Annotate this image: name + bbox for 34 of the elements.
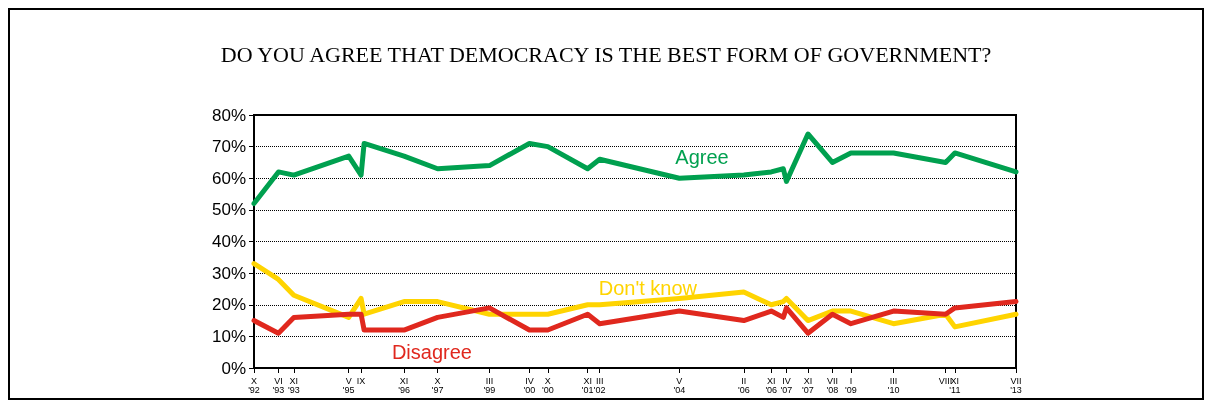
x-tick-label: VII '08 (826, 375, 839, 395)
x-tick-label: III '02 (593, 375, 606, 395)
series-label: Disagree (391, 341, 472, 364)
y-tick-label: 80% (211, 105, 246, 125)
x-tick-label: V '04 (673, 375, 686, 395)
y-tick-label: 40% (211, 232, 246, 251)
x-tick-label: IV '07 (780, 375, 793, 395)
x-tick-label: XI '93 (287, 375, 300, 395)
x-tick-label: III '10 (887, 375, 900, 395)
x-tick-label: XI '01 (581, 375, 594, 395)
y-tick-label: 10% (211, 326, 246, 346)
x-tick-label: XI '07 (802, 375, 814, 395)
x-tick-label: XI '06 (765, 375, 778, 395)
x-tick-label: II '06 (737, 375, 750, 395)
x-tick-label: IV '00 (523, 375, 536, 395)
series-label: Don't know (598, 276, 698, 299)
y-tick-label: 60% (211, 168, 246, 188)
x-tick-label: X '00 (541, 375, 554, 395)
y-tick-label: 0% (221, 358, 246, 378)
y-tick-label: 30% (211, 263, 246, 283)
x-tick-label: X '97 (431, 375, 444, 395)
series-label: Agree (675, 145, 729, 168)
chart-title: DO YOU AGREE THAT DEMOCRACY IS THE BEST FORM OF GOVERNMENT? (220, 41, 992, 67)
x-tick-label: III '99 (483, 375, 496, 395)
y-tick-label: 20% (211, 295, 246, 315)
y-tick-label: 70% (211, 137, 246, 157)
x-tick-label: X '92 (248, 375, 260, 395)
y-tick-label: 50% (211, 200, 246, 220)
x-tick-label: I '09 (845, 375, 857, 395)
x-tick-label: IX (356, 375, 366, 386)
x-tick-label: XI '96 (398, 375, 410, 395)
x-tick-label: VII '13 (1010, 375, 1022, 395)
x-tick-label: VI '93 (272, 375, 285, 395)
x-tick-label: V '95 (342, 375, 355, 395)
